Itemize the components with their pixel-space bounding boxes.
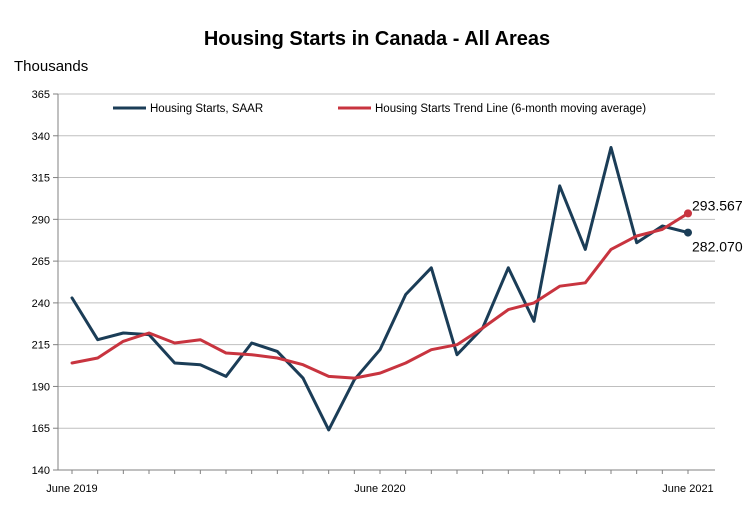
x-tick-label: June 2019	[46, 483, 97, 495]
legend-label: Housing Starts, SAAR	[150, 103, 263, 115]
y-tick-label: 140	[32, 465, 50, 477]
y-tick-label: 290	[32, 214, 50, 226]
legend-label: Housing Starts Trend Line (6-month movin…	[375, 103, 646, 115]
end-value-label: 293.567	[692, 197, 743, 213]
y-tick-label: 265	[32, 256, 50, 268]
y-tick-label: 240	[32, 298, 50, 310]
end-point-marker	[684, 209, 692, 218]
end-value-label: 282.070	[692, 239, 743, 255]
y-tick-label: 215	[32, 340, 50, 352]
end-point-marker	[684, 228, 692, 237]
series-line-housing-starts	[70, 146, 690, 432]
series-line-trend	[70, 211, 690, 380]
x-tick-label: June 2021	[662, 483, 713, 495]
y-axis-unit-label: Thousands	[14, 58, 89, 75]
y-tick-label: 365	[32, 89, 50, 101]
y-tick-label: 315	[32, 173, 50, 185]
y-tick-label: 165	[32, 423, 50, 435]
y-tick-label: 190	[32, 381, 50, 393]
y-tick-label: 340	[32, 131, 50, 143]
x-tick-label: June 2020	[354, 483, 405, 495]
chart-title: Housing Starts in Canada - All Areas	[203, 28, 551, 50]
